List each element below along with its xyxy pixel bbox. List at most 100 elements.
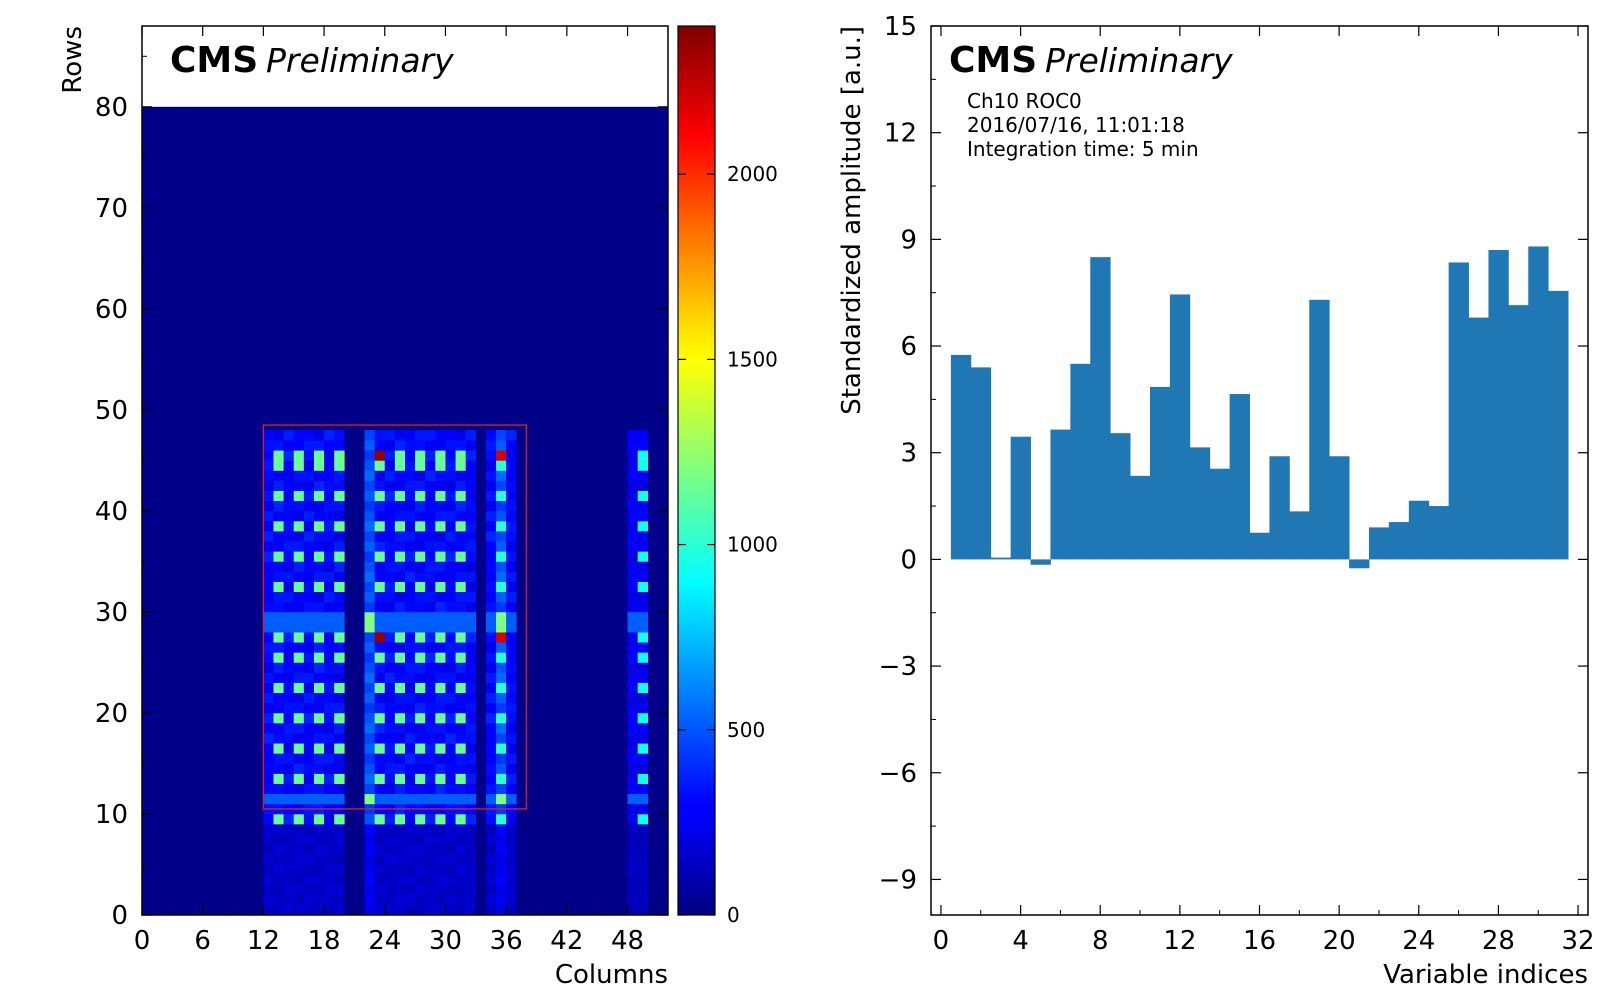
bar-annotation-integration: Integration time: 5 min: [967, 137, 1199, 161]
heatmap-cell: [384, 440, 396, 451]
heatmap-cell: [425, 490, 436, 502]
heatmap-cell: [496, 874, 507, 885]
heatmap-cell: [445, 611, 456, 623]
heatmap-cell: [324, 753, 335, 764]
heatmap-cell: [364, 460, 375, 471]
heatmap-cell: [384, 561, 396, 572]
heatmap-cell: [496, 672, 507, 683]
heatmap-cell: [465, 682, 477, 694]
heatmap-cell: [405, 571, 416, 582]
heatmap-cell: [506, 470, 517, 481]
heatmap-cell: [415, 551, 426, 562]
heatmap-cell: [374, 874, 386, 885]
heatmap-cell: [283, 470, 295, 481]
heatmap-cell: [303, 490, 315, 502]
heatmap-cell: [313, 672, 325, 683]
heatmap-cell: [313, 440, 325, 451]
heatmap-cell: [445, 743, 456, 754]
heatmap-cell: [405, 712, 416, 724]
heatmap-cell: [293, 773, 305, 784]
heatmap-cell: [425, 723, 436, 734]
heatmap-cell: [465, 632, 477, 643]
heatmap-cell: [485, 763, 497, 774]
heatmap-cell: [364, 783, 375, 795]
heatmap-cell: [637, 874, 649, 885]
heatmap-cell: [324, 561, 335, 572]
heatmap-cell: [384, 824, 396, 835]
bar: [1388, 522, 1410, 560]
heatmap-cell: [283, 531, 295, 542]
heatmap-cell: [283, 783, 295, 795]
heatmap-cell: [364, 571, 375, 582]
heatmap-cell: [394, 733, 406, 744]
heatmap-cell: [263, 652, 274, 663]
heatmap-cell: [627, 430, 638, 441]
colorbar-tick-label: 1500: [727, 347, 778, 371]
heatmap-cell: [415, 712, 426, 724]
heatmap-cell: [506, 844, 517, 855]
heatmap-cell: [465, 702, 477, 714]
heatmap-cell: [263, 743, 274, 754]
heatmap-cell: [324, 591, 335, 603]
heatmap-cell: [384, 854, 396, 865]
heatmap-cell: [435, 813, 446, 825]
heatmap-cell: [283, 622, 295, 633]
heatmap-cell: [303, 541, 315, 552]
heatmap-cell: [384, 834, 396, 845]
heatmap-cell: [496, 702, 507, 714]
heatmap-cell: [303, 460, 315, 471]
heatmap-cell: [435, 510, 446, 522]
heatmap-cell: [435, 824, 446, 835]
heatmap-cell: [364, 531, 375, 542]
heatmap-cell: [364, 773, 375, 784]
heatmap-cell: [293, 611, 305, 623]
heatmap-cell: [293, 894, 305, 906]
heatmap-cell: [445, 813, 456, 825]
heatmap-cell: [465, 793, 477, 805]
heatmap-cell: [405, 470, 416, 481]
heatmap-cell: [415, 571, 426, 582]
heatmap-cell: [334, 884, 345, 896]
heatmap-cell: [394, 591, 406, 603]
heatmap-cell: [506, 480, 517, 492]
heatmap-cell: [496, 844, 507, 855]
heatmap-cell: [263, 632, 274, 643]
heatmap-cell: [445, 884, 456, 896]
heatmap-cell: [303, 561, 315, 572]
bar: [1548, 290, 1569, 560]
bar: [970, 367, 992, 560]
heatmap-cell: [293, 743, 305, 754]
heatmap-cell: [293, 702, 305, 714]
heatmap-cell: [334, 450, 345, 461]
heatmap-cell: [313, 682, 325, 694]
heatmap-cell: [627, 551, 638, 562]
heatmap-cell: [627, 702, 638, 714]
heatmap-cell: [364, 622, 375, 633]
heatmap-cell: [485, 884, 497, 896]
heatmap-cell: [384, 571, 396, 582]
heatmap-cell: [485, 601, 497, 613]
x-tick-label: 24: [1402, 926, 1435, 956]
heatmap-cell: [637, 510, 649, 522]
heatmap-cell: [496, 440, 507, 451]
heatmap-cell: [263, 702, 274, 714]
heatmap-cell: [334, 763, 345, 774]
heatmap-cell: [506, 793, 517, 805]
heatmap-cell: [273, 480, 284, 492]
x-tick-label: 4: [1012, 926, 1029, 956]
heatmap-cell: [384, 450, 396, 461]
y-tick-label: 0: [111, 901, 128, 931]
heatmap-cell: [334, 783, 345, 795]
heatmap-cell: [374, 682, 386, 694]
heatmap-cell: [425, 662, 436, 673]
roi-box: [262, 424, 528, 810]
heatmap-cell: [506, 904, 517, 916]
heatmap-cell: [283, 692, 295, 704]
heatmap-cell: [364, 743, 375, 754]
heatmap-cell: [263, 854, 274, 865]
heatmap-cell: [405, 541, 416, 552]
heatmap-cell: [435, 763, 446, 774]
heatmap-cell: [455, 490, 466, 502]
heatmap-cell: [405, 460, 416, 471]
heatmap-cell: [415, 773, 426, 784]
